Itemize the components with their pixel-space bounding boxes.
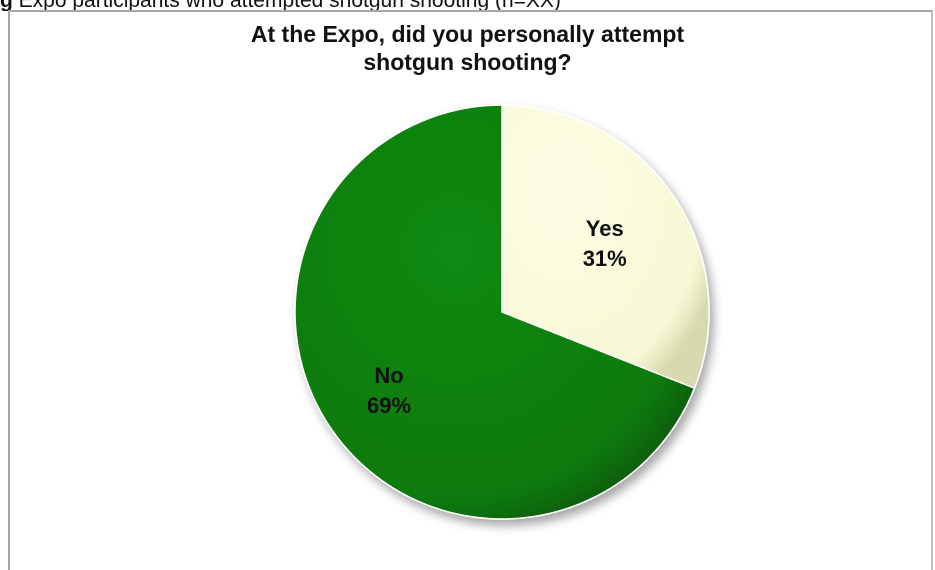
- caption-text: Expo participants who attempted shotgun …: [13, 0, 561, 11]
- chart-title-line-1: At the Expo, did you personally attempt: [250, 21, 685, 47]
- caption-prefix: g: [0, 0, 13, 11]
- slice-label-no: No: [374, 363, 403, 388]
- chart-title-line-2: shotgun shooting?: [363, 49, 572, 75]
- slice-value-no: 69%: [367, 393, 411, 418]
- figure-caption: g Expo participants who attempted shotgu…: [0, 0, 935, 11]
- slice-label-yes: Yes: [586, 216, 624, 241]
- chart-frame: [8, 10, 933, 570]
- slice-value-yes: 31%: [583, 246, 627, 271]
- pie-slice-yes: [501, 104, 710, 390]
- pie-slice-no: [294, 104, 696, 520]
